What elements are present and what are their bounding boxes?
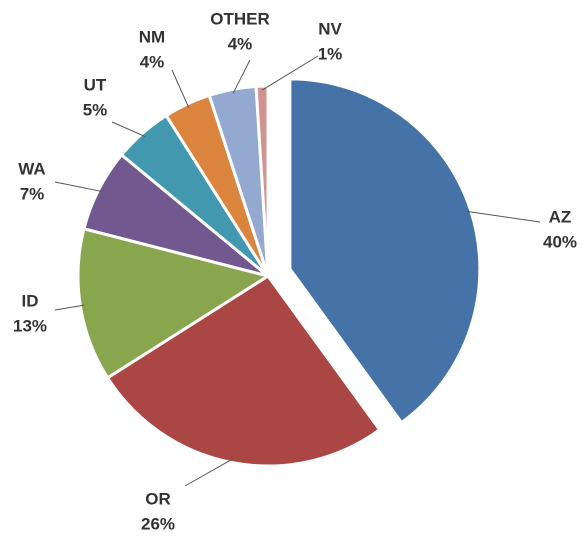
leader-line [261,55,319,91]
slice-value-label: 40% [543,232,577,251]
leader-line [171,69,190,108]
leader-line [184,458,234,487]
slice-label: OR [145,489,171,508]
leader-line [54,304,85,311]
leader-line [54,181,103,193]
slice-value-label: 7% [20,184,45,203]
leader-line [111,121,146,137]
slice-value-label: 5% [83,100,108,119]
slice-label: WA [18,159,45,178]
slice-label: AZ [549,207,572,226]
leader-line [232,59,251,94]
slice-label: ID [22,291,39,310]
slice-label: UT [84,75,107,94]
leader-line [466,210,541,223]
slice-value-label: 4% [228,34,253,53]
pie-slice [288,77,482,425]
slice-value-label: 26% [141,514,175,533]
slice-value-label: 4% [140,52,165,71]
slice-value-label: 1% [318,44,343,63]
slice-label: OTHER [210,9,270,28]
slice-label: NM [139,27,165,46]
pie-slice [105,273,382,468]
slice-label: NV [318,19,342,38]
slice-value-label: 13% [13,316,47,335]
